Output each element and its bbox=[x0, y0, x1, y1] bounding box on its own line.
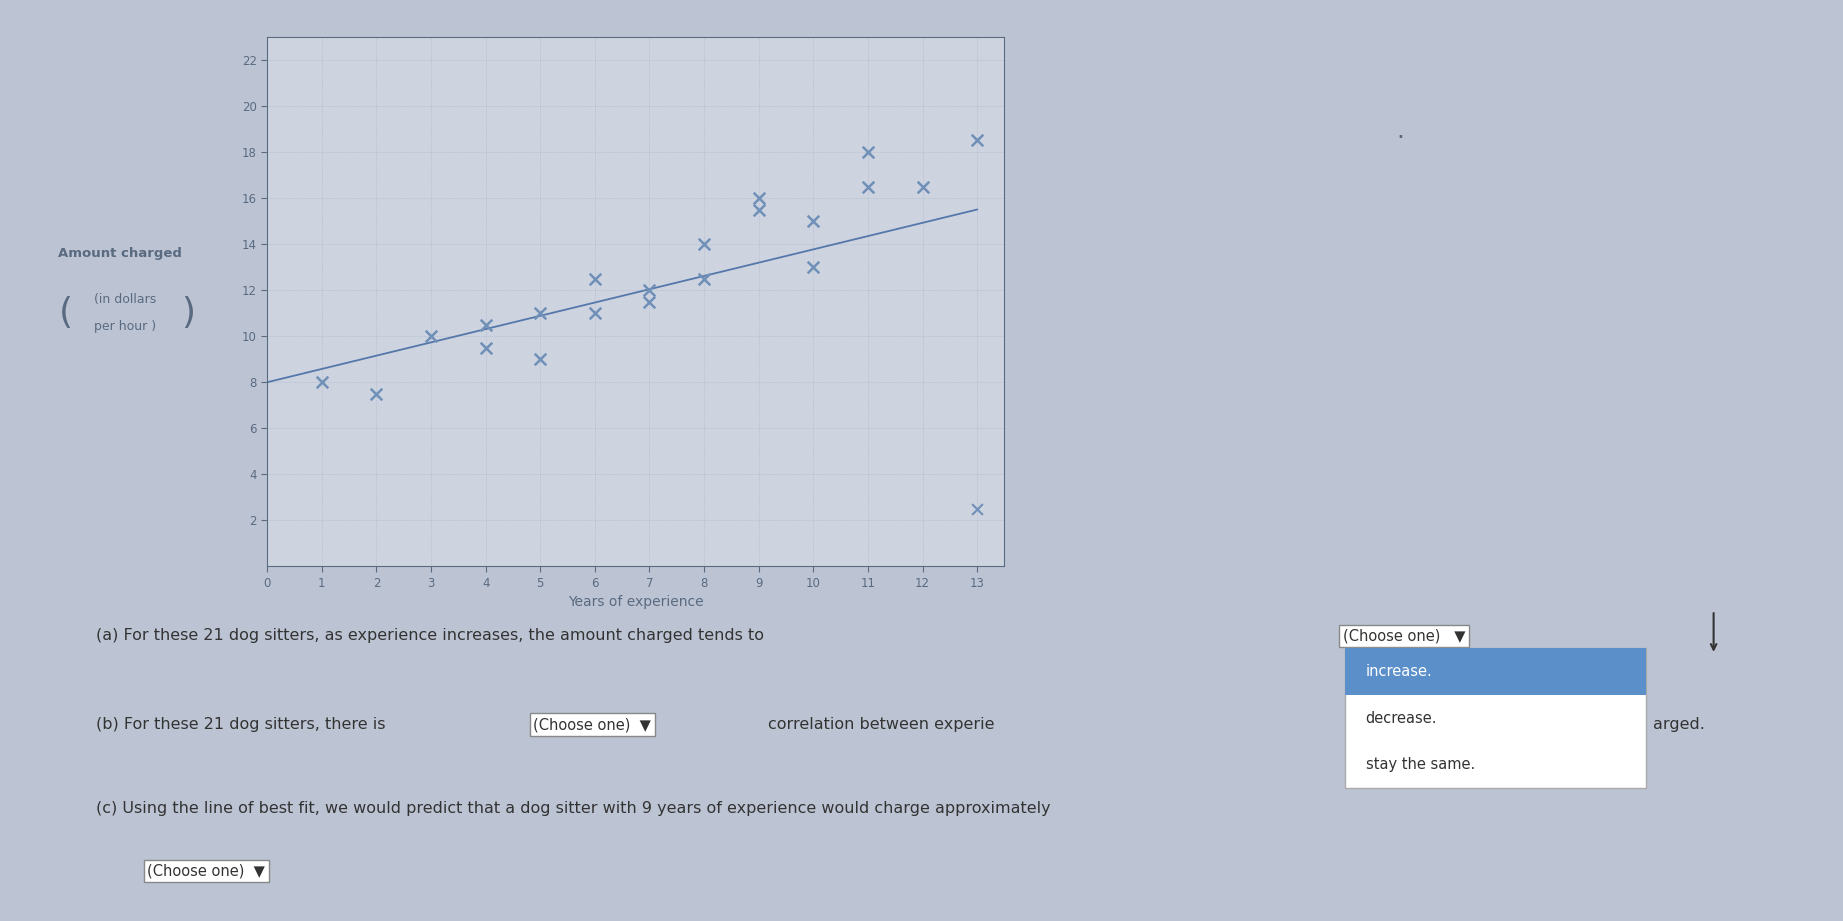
Point bbox=[417, 329, 446, 344]
Text: (a) For these 21 dog sitters, as experience increases, the amount charged tends : (a) For these 21 dog sitters, as experie… bbox=[96, 628, 763, 643]
X-axis label: Years of experience: Years of experience bbox=[568, 595, 704, 610]
Text: correlation between experie: correlation between experie bbox=[767, 717, 993, 732]
Text: ·: · bbox=[1397, 126, 1404, 150]
Text: (Choose one)   ▼: (Choose one) ▼ bbox=[1344, 628, 1465, 643]
Point bbox=[581, 306, 610, 321]
Point bbox=[581, 272, 610, 286]
Text: Amount charged: Amount charged bbox=[57, 247, 182, 260]
Text: arged.: arged. bbox=[1653, 717, 1705, 732]
Point bbox=[689, 237, 719, 251]
Text: per hour ): per hour ) bbox=[94, 321, 157, 333]
Point bbox=[962, 501, 992, 516]
Point bbox=[689, 272, 719, 286]
Text: (: ( bbox=[59, 297, 74, 330]
Text: ): ) bbox=[181, 297, 195, 330]
FancyBboxPatch shape bbox=[1345, 648, 1646, 788]
Point bbox=[909, 179, 938, 194]
FancyBboxPatch shape bbox=[1345, 648, 1646, 695]
Point bbox=[745, 191, 774, 205]
Point bbox=[361, 387, 391, 402]
Text: stay the same.: stay the same. bbox=[1366, 757, 1474, 773]
Point bbox=[853, 145, 883, 159]
Text: (in dollars: (in dollars bbox=[94, 293, 157, 306]
Point bbox=[634, 295, 663, 309]
Point bbox=[525, 352, 555, 367]
Text: (Choose one)  ▼: (Choose one) ▼ bbox=[533, 717, 651, 732]
Point bbox=[634, 283, 663, 297]
Point bbox=[962, 133, 992, 147]
Point bbox=[308, 375, 337, 390]
Text: (Choose one)  ▼: (Choose one) ▼ bbox=[147, 863, 265, 879]
Point bbox=[525, 306, 555, 321]
Point bbox=[798, 260, 828, 274]
Point bbox=[472, 317, 501, 332]
Text: decrease.: decrease. bbox=[1366, 711, 1438, 726]
Point bbox=[745, 203, 774, 217]
Point bbox=[853, 179, 883, 194]
Point bbox=[472, 341, 501, 356]
Text: increase.: increase. bbox=[1366, 664, 1432, 679]
Text: (c) Using the line of best fit, we would predict that a dog sitter with 9 years : (c) Using the line of best fit, we would… bbox=[96, 801, 1051, 816]
Text: (b) For these 21 dog sitters, there is: (b) For these 21 dog sitters, there is bbox=[96, 717, 385, 732]
Point bbox=[798, 214, 828, 228]
